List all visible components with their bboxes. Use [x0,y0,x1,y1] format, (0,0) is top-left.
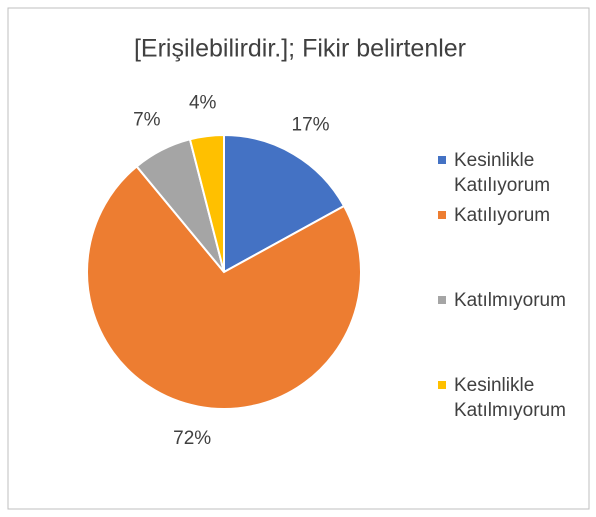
legend-label: Katılıyorum [454,205,551,226]
data-label: 4% [189,92,217,113]
data-label: 17% [292,115,330,136]
data-label: 72% [173,428,211,449]
pie-slice [223,133,346,274]
data-label: 7% [133,110,161,131]
legend-item: Kesinlikle Katılmıyorum [438,373,568,423]
legend-label: Katılmıyorum [454,290,566,311]
legend-item: Kesinlikle Katılıyorum [438,148,568,198]
legend-item: Katılıyorum [438,203,568,228]
legend-label: Kesinlikle Katılıyorum [454,150,551,196]
legend-label: Kesinlikle Katılmıyorum [454,375,566,421]
legend-item: Katılmıyorum [438,288,568,313]
pie-slice [188,133,225,273]
chart-title: [Erişilebilirdir.]; Fikir belirtenler [134,35,466,63]
legend-marker [438,156,446,164]
pie-slice [86,165,362,410]
legend-marker [438,296,446,304]
legend-marker [438,381,446,389]
legend-marker [438,211,446,219]
